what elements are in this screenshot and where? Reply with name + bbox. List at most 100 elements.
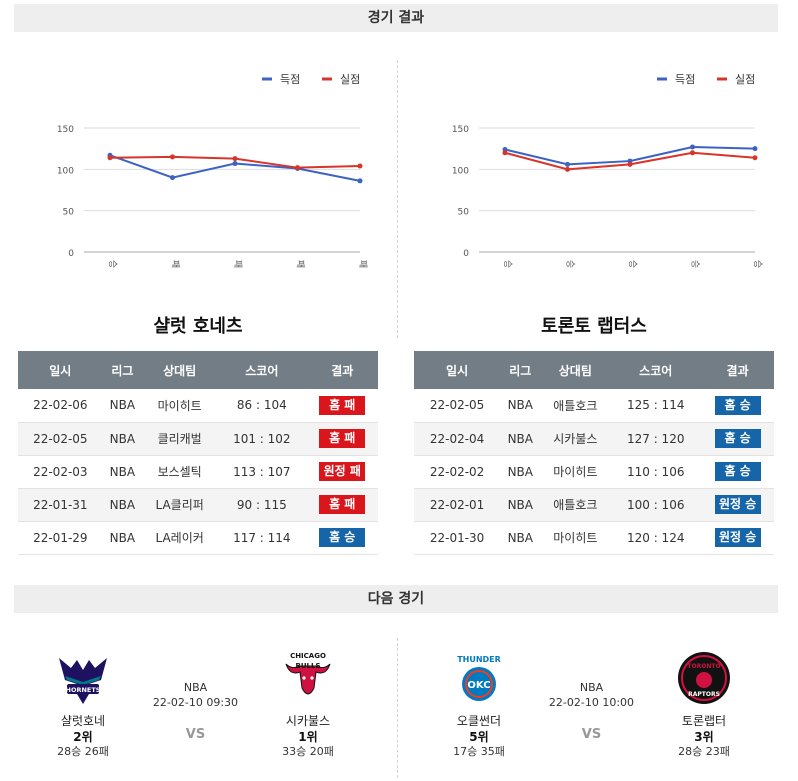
header-date: 일시 — [18, 351, 103, 389]
data-point — [357, 178, 363, 184]
team-name: 샬럿호네 — [60, 714, 106, 728]
svg-text:RAPTORS: RAPTORS — [688, 691, 720, 698]
table-row: 22-02-05 NBA 애틀호크 125 : 114 홈 승 — [414, 389, 774, 423]
cell-score: 101 : 102 — [217, 422, 307, 456]
legend-label: 실점 — [735, 73, 755, 86]
home-team[interactable]: HORNETS 샬럿호네 2위 28승 26패 — [28, 640, 138, 759]
cell-league: NBA — [102, 422, 143, 456]
team-record: 17승 35패 — [453, 745, 505, 758]
data-point — [752, 155, 758, 161]
cell-result: 원정 승 — [701, 521, 774, 555]
cell-date: 22-01-31 — [18, 488, 103, 522]
y-tick-label: 0 — [463, 249, 469, 259]
header-score: 스코어 — [217, 351, 307, 389]
cell-date: 22-02-01 — [414, 488, 501, 522]
cell-result: 홈 승 — [701, 389, 774, 423]
data-point — [565, 166, 570, 172]
table-row: 22-02-02 NBA 마이히트 110 : 106 홈 승 — [414, 455, 774, 489]
vs-label: VS — [581, 727, 602, 742]
cell-result: 원정 승 — [701, 488, 774, 522]
table-row: 22-01-30 NBA 마이히트 120 : 124 원정 승 — [414, 521, 774, 555]
table-row: 22-02-04 NBA 시카불스 127 : 120 홈 승 — [414, 422, 774, 456]
header-league: 리그 — [102, 351, 143, 389]
cell-score: 127 : 120 — [610, 422, 702, 456]
chart-divider — [397, 60, 398, 338]
team-rank: 1위 — [298, 730, 318, 744]
legend-label: 득점 — [280, 73, 300, 86]
cell-league: NBA — [500, 521, 541, 555]
team-rank: 3위 — [694, 730, 714, 744]
cell-date: 22-02-04 — [414, 422, 501, 456]
x-tick-label: 패 — [232, 260, 243, 268]
result-badge: 홈 승 — [714, 429, 761, 448]
next-match-card[interactable]: THUNDER OKC 오클썬더 5위 17승 35패 NBA 22-02-10… — [414, 640, 774, 770]
result-badge: 홈 패 — [319, 395, 366, 415]
cell-league: NBA — [500, 455, 541, 489]
data-point — [502, 150, 508, 156]
cell-score: 90 : 115 — [217, 488, 307, 522]
x-tick-label: 승 — [107, 260, 118, 268]
result-badge: 홈 패 — [319, 495, 366, 514]
x-tick-label: 패 — [357, 260, 368, 268]
y-tick-label: 100 — [452, 166, 469, 176]
match-datetime: 22-02-10 10:00 — [548, 696, 635, 709]
away-team[interactable]: CHICAGO BULLS 시카불스 1위 33승 20패 — [253, 640, 363, 759]
x-tick-label: 승 — [502, 260, 513, 268]
result-badge: 원정 승 — [714, 528, 761, 547]
team-rank: 5위 — [469, 730, 489, 744]
cell-date: 22-02-03 — [18, 455, 103, 489]
cell-result: 홈 패 — [306, 389, 378, 423]
home-team[interactable]: THUNDER OKC 오클썬더 5위 17승 35패 — [424, 640, 534, 759]
team-title-left: 샬럿 호네츠 — [153, 316, 243, 337]
x-tick-label: 패 — [295, 260, 306, 268]
cell-result: 홈 패 — [306, 488, 378, 522]
data-point — [690, 144, 695, 150]
raptors-logo-icon: TORONTO RAPTORS — [678, 652, 730, 704]
data-point — [565, 161, 570, 167]
match-info: NBA 22-02-10 10:00 — [534, 680, 649, 710]
svg-text:BULLS: BULLS — [296, 662, 321, 670]
vs-label: VS — [185, 727, 206, 742]
cell-score: 110 : 106 — [610, 455, 702, 489]
cell-opponent: 애틀호크 — [540, 488, 611, 522]
table-row: 22-02-01 NBA 애틀호크 100 : 106 원정 승 — [414, 488, 774, 522]
data-point — [295, 165, 300, 171]
x-tick-label: 승 — [752, 260, 763, 268]
data-point — [752, 146, 758, 152]
cell-opponent: 클리캐벌 — [142, 422, 218, 456]
table-header-row: 일시 리그 상대팀 스코어 결과 — [414, 351, 774, 389]
cell-opponent: 마이히트 — [540, 521, 611, 555]
result-badge: 원정 패 — [319, 462, 366, 481]
recent-results-table-right: 일시 리그 상대팀 스코어 결과 22-02-05 NBA 애틀호크 125 : 11… — [414, 351, 774, 555]
result-badge: 홈 승 — [714, 462, 761, 481]
next-match-card[interactable]: HORNETS 샬럿호네 2위 28승 26패 NBA 22-02-10 09:… — [18, 640, 378, 770]
table-row: 22-02-06 NBA 마이히트 86 : 104 홈 패 — [18, 389, 378, 423]
hornets-logo-icon: HORNETS — [59, 658, 107, 704]
y-tick-label: 150 — [452, 125, 469, 135]
header-result: 결과 — [306, 351, 378, 389]
cell-date: 22-01-30 — [414, 521, 501, 555]
cell-result: 원정 패 — [306, 455, 378, 489]
match-league: NBA — [183, 681, 208, 694]
result-badge: 원정 승 — [714, 495, 761, 514]
data-point — [232, 161, 238, 167]
header-score: 스코어 — [610, 351, 702, 389]
match-divider — [397, 638, 398, 778]
cell-opponent: 보스셀틱 — [142, 455, 218, 489]
header-opponent: 상대팀 — [540, 351, 611, 389]
y-tick-label: 50 — [63, 208, 75, 218]
team-name: 오클썬더 — [456, 714, 502, 728]
cell-result: 홈 승 — [701, 422, 774, 456]
x-tick-label: 승 — [565, 260, 576, 268]
svg-text:TORONTO: TORONTO — [687, 663, 720, 670]
data-point — [170, 175, 175, 181]
cell-score: 125 : 114 — [610, 389, 702, 423]
next-games-section-header: 다음 경기 — [14, 585, 778, 613]
cell-score: 100 : 106 — [610, 488, 702, 522]
cell-opponent: 마이히트 — [540, 455, 611, 489]
data-point — [170, 154, 175, 160]
match-league: NBA — [579, 681, 604, 694]
data-point — [357, 163, 363, 169]
recent-results-table-left: 일시 리그 상대팀 스코어 결과 22-02-06 NBA 마이히트 86 : 104… — [18, 351, 378, 555]
away-team[interactable]: TORONTO RAPTORS 토론랩터 3위 28승 23패 — [649, 640, 759, 759]
